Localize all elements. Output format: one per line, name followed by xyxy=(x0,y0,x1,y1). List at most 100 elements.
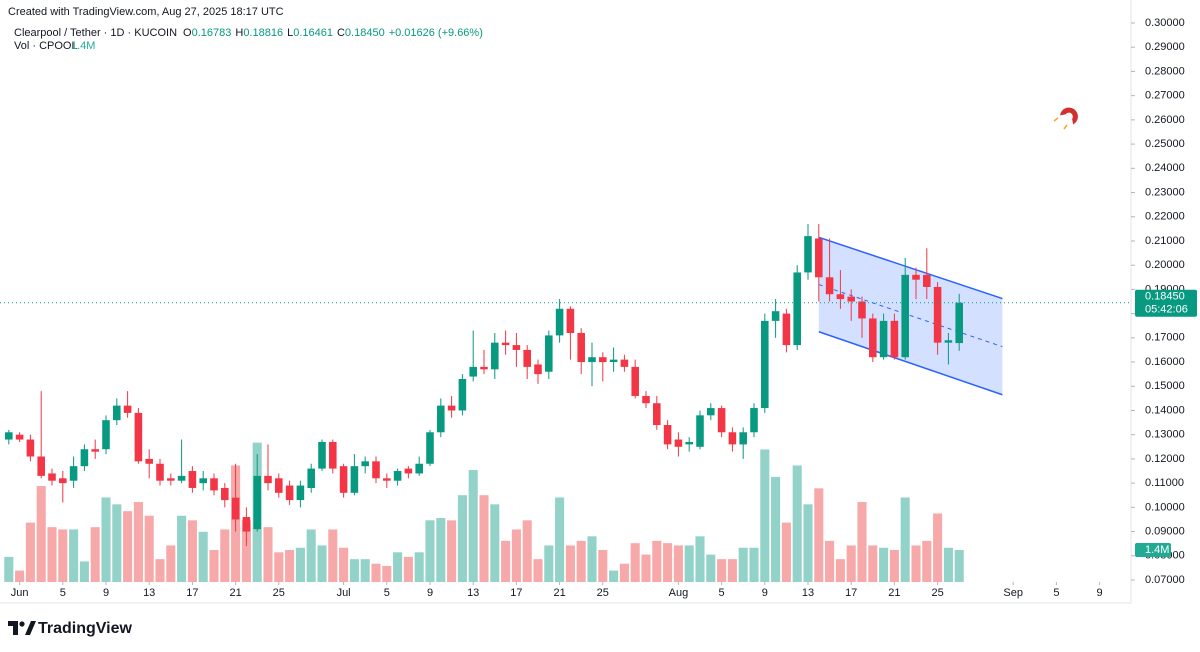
countdown: 05:42:06 xyxy=(1145,304,1188,316)
volume-title: Vol · CPOOL xyxy=(14,40,78,52)
y-tick-label: 0.14000 xyxy=(1145,404,1185,416)
candle-body xyxy=(750,408,758,433)
x-tick-label: 5 xyxy=(1053,587,1059,599)
volume-bar xyxy=(771,476,781,582)
volume-bar xyxy=(501,540,511,582)
candle-body xyxy=(437,405,445,433)
volume-bar xyxy=(479,495,489,582)
y-tick-label: 0.24000 xyxy=(1145,162,1185,174)
volume-bar xyxy=(112,504,122,582)
candle-body xyxy=(102,420,110,450)
volume-bar xyxy=(36,486,46,582)
candle-body xyxy=(199,478,207,484)
volume-bar xyxy=(425,520,435,582)
candle-body xyxy=(134,412,143,462)
y-tick-label: 0.20000 xyxy=(1145,259,1185,271)
created-note: Created with TradingView.com, Aug 27, 20… xyxy=(8,6,284,18)
candle-body xyxy=(210,478,218,491)
candle-body xyxy=(91,449,99,452)
volume-bar xyxy=(101,497,111,582)
volume-bar xyxy=(933,513,943,582)
candle-body xyxy=(944,340,953,343)
volume-badge-label: 1.4M xyxy=(1145,544,1169,556)
ohlc-legend: O 0.16783 H 0.18816 L 0.16461 C 0.18450 +0.01626… xyxy=(183,27,483,39)
symbol: Clearpool / Tether · 1D · KUCOIN xyxy=(14,27,177,39)
volume-bar xyxy=(835,559,845,582)
x-tick-label: 17 xyxy=(510,587,522,599)
volume-bar xyxy=(47,527,57,582)
volume-bar xyxy=(727,559,737,582)
volume-bar xyxy=(706,554,716,582)
x-tick-label: 17 xyxy=(186,587,198,599)
volume-bar xyxy=(123,511,133,582)
volume-bar xyxy=(652,540,662,582)
y-tick-label: 0.27000 xyxy=(1145,90,1185,102)
x-tick-label: 25 xyxy=(597,587,609,599)
volume-bar xyxy=(69,529,79,582)
volume-bar xyxy=(393,552,403,582)
volume-bar xyxy=(544,545,554,582)
candle-body xyxy=(566,308,575,333)
candle-body xyxy=(275,478,283,493)
volume-bar xyxy=(285,550,295,582)
candle-body xyxy=(491,342,499,370)
volume-bar xyxy=(954,550,964,582)
candle-body xyxy=(37,456,45,476)
candle-body xyxy=(264,475,272,484)
candle-body xyxy=(339,466,348,493)
candle-body xyxy=(890,320,899,358)
volume-bar xyxy=(295,547,305,582)
candle-body xyxy=(642,395,650,404)
candle-body xyxy=(113,405,121,421)
candle-body xyxy=(761,320,769,409)
candle-body xyxy=(869,318,877,358)
candle-body xyxy=(501,342,510,346)
volume-bar xyxy=(414,552,424,582)
candle-body xyxy=(285,485,294,501)
candle-body xyxy=(80,449,89,467)
candle-body xyxy=(879,320,888,358)
y-tick-label: 0.26000 xyxy=(1145,114,1185,126)
y-tick-label: 0.28000 xyxy=(1145,65,1185,77)
y-tick-label: 0.09000 xyxy=(1145,525,1185,537)
ohlc-value: 0.18450 xyxy=(345,27,385,39)
x-tick-label: Jun xyxy=(11,587,29,599)
candle-body xyxy=(653,403,661,426)
candle-body xyxy=(912,274,920,280)
brand: TradingView xyxy=(38,620,133,637)
candle-body xyxy=(458,378,467,411)
volume-bar xyxy=(274,552,284,582)
candle-body xyxy=(447,405,456,411)
candle-body xyxy=(804,236,812,273)
candle-body xyxy=(674,439,683,447)
y-tick-label: 0.16000 xyxy=(1145,356,1185,368)
volume-bar xyxy=(511,529,521,582)
candle-body xyxy=(901,274,909,358)
volume-bar xyxy=(879,547,889,582)
volume-bar xyxy=(673,545,683,582)
x-tick-label: 13 xyxy=(802,587,814,599)
candle-body xyxy=(231,497,240,520)
candle-body xyxy=(404,468,413,474)
candle-body xyxy=(415,463,423,474)
candle-body xyxy=(717,408,726,433)
candle-body xyxy=(599,357,607,363)
x-tick-label: Jul xyxy=(337,587,351,599)
candle-body xyxy=(469,366,477,377)
y-tick-label: 0.22000 xyxy=(1145,211,1185,223)
candle-body xyxy=(167,478,175,481)
x-tick-label: 5 xyxy=(719,587,725,599)
candle-body xyxy=(858,301,866,319)
x-tick-label: 5 xyxy=(384,587,390,599)
y-tick-label: 0.29000 xyxy=(1145,41,1185,53)
volume-bar xyxy=(360,559,370,582)
volume-bar xyxy=(144,515,154,582)
candle-body xyxy=(177,475,186,481)
volume-bar xyxy=(911,545,921,582)
x-tick-label: 5 xyxy=(60,587,66,599)
x-tick-label: 25 xyxy=(273,587,285,599)
volume-bar xyxy=(695,536,705,582)
volume-bar xyxy=(382,566,392,582)
volume-bar xyxy=(749,547,759,582)
